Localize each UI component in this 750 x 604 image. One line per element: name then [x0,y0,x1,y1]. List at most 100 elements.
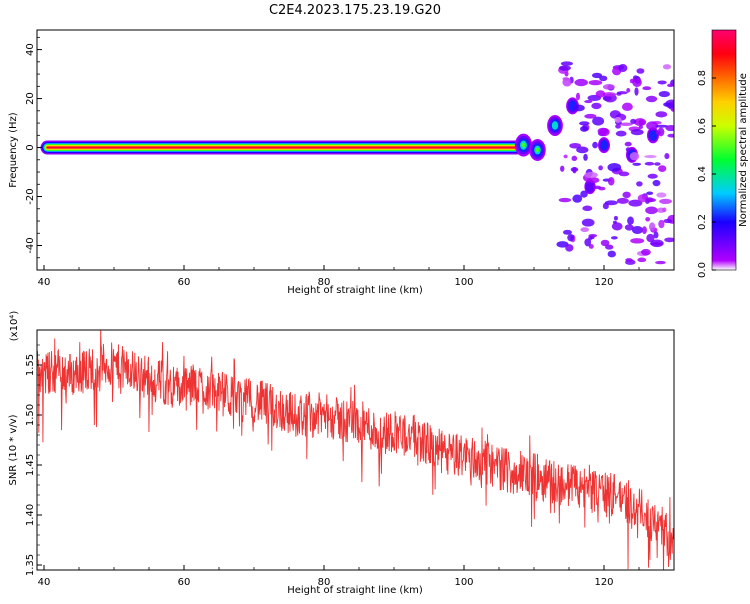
spectral-noise-patch [600,239,610,247]
spectral-noise-patch [588,234,598,238]
x-tick-label: 80 [318,277,331,288]
spectral-noise-patch [558,65,571,71]
y-tick-label: 1.35 [25,554,36,576]
spectral-noise-patch [560,61,573,66]
spectral-noise-patch [646,233,655,243]
spectral-noise-patch [630,238,645,244]
spectral-noise-patch [592,141,598,149]
spectral-noise-patch [575,92,581,101]
spectral-noise-patch [649,222,656,231]
spectral-noise-patch [580,227,590,233]
spectral-noise-patch [627,216,634,225]
spectral-noise-patch [652,179,661,187]
spectral-noise-patch [602,202,609,210]
y-tick-label: 1.50 [25,404,36,426]
colorbar-frame [711,29,737,271]
spectral-noise-patch [602,84,615,90]
snr-multiplier-label: (x10⁴) [9,311,20,342]
spectral-blob [521,142,526,148]
snr-y-axis: 1.55 1.50 1.45 1.40 1.35 [25,344,42,576]
spectral-noise-patch [584,113,597,119]
spectral-noise-patch [605,244,614,250]
spectral-noise-patch [625,147,631,152]
figure-title: C2E4.2023.175.23.19.G20 [269,3,441,18]
spectrogram-heatmap [40,61,674,265]
spectral-noise-patch [662,207,667,213]
spectral-noise-patch [567,233,575,242]
snr-y-label: SNR (10 * v/v) [8,414,19,485]
spectral-noise-patch [595,90,606,98]
spectral-noise-patch [633,118,647,127]
spectral-noise-patch [579,121,590,126]
spectral-noise-patch [584,100,593,104]
spectral-noise-patch [616,197,629,204]
spectral-noise-patch [591,72,603,79]
spectral-noise-patch [634,87,639,96]
spectral-noise-patch [615,130,627,137]
spectral-noise-patch [581,218,595,227]
spectral-noise-patch [628,199,643,207]
colorbar-tick-label: 0.0 [697,262,708,278]
spectral-noise-patch [625,258,633,262]
spectral-noise-patch [656,192,667,198]
spectral-noise-patch [583,153,588,161]
spectral-noise-patch [663,102,671,107]
spectral-noise-patch [632,78,642,87]
spectral-noise-patch [615,124,621,129]
spectral-blob [600,140,608,150]
carrier-band [46,146,518,149]
spectral-noise-patch [572,104,585,112]
spectral-noise-patch [592,116,605,126]
spectral-noise-patch [562,229,572,235]
spectral-noise-patch [556,241,569,248]
spectral-blob [649,130,657,141]
spectral-noise-patch [609,110,621,119]
colorbar: 0.0 0.2 0.4 0.6 0.8 Normalized spectral ampl… [697,29,749,278]
spectral-noise-patch [626,88,631,93]
spectral-noise-patch [588,79,603,86]
spectrogram-x-label: Height of straight line (km) [287,285,423,296]
spectral-noise-patch [572,166,577,174]
y-tick-label: 40 [25,43,36,56]
spectral-noise-patch [658,219,665,229]
spectral-noise-patch [644,155,657,159]
spectral-noise-patch [598,165,603,171]
spectral-noise-patch [580,126,589,132]
x-tick-label: 80 [318,577,331,588]
spectral-noise-patch [636,181,643,187]
spectral-noise-patch [646,121,659,131]
spectral-noise-patch [584,238,592,247]
spectral-noise-patch [565,244,574,252]
spectral-noise-patch [582,205,593,212]
spectral-noise-patch [558,197,572,203]
x-tick-label: 100 [454,577,473,588]
x-tick-label: 40 [38,277,51,288]
x-tick-label: 120 [594,577,613,588]
snr-panel: 40 60 80 100 120 1.55 1.50 1.45 1.40 1.35 Height… [8,311,675,596]
spectral-noise-patch [560,165,565,172]
spectral-noise-patch [658,91,670,98]
spectral-noise-patch [667,83,674,88]
spectral-noise-patch [655,111,668,118]
spectral-noise-patch [667,133,674,138]
x-tick-label: 60 [178,577,191,588]
spectral-noise-patch [638,125,643,129]
spectral-noise-patch [653,231,659,239]
spectral-blob [551,121,559,130]
spectral-blob [535,147,540,153]
spectral-noise-patch [642,86,652,91]
x-tick-label: 60 [178,277,191,288]
spectral-blob [585,180,595,193]
spectral-noise-patch [621,102,633,112]
spectral-noise-patch [599,128,610,137]
snr-frame [36,329,675,571]
y-tick-label: -20 [25,188,36,204]
spectral-noise-patch [602,92,617,97]
spectral-noise-patch [618,64,628,73]
y-tick-label: 0 [25,144,36,150]
spectral-noise-patch [645,197,654,203]
spectral-noise-patch [607,250,616,258]
snr-x-label: Height of straight line (km) [287,585,423,596]
spectral-noise-patch [659,198,673,204]
